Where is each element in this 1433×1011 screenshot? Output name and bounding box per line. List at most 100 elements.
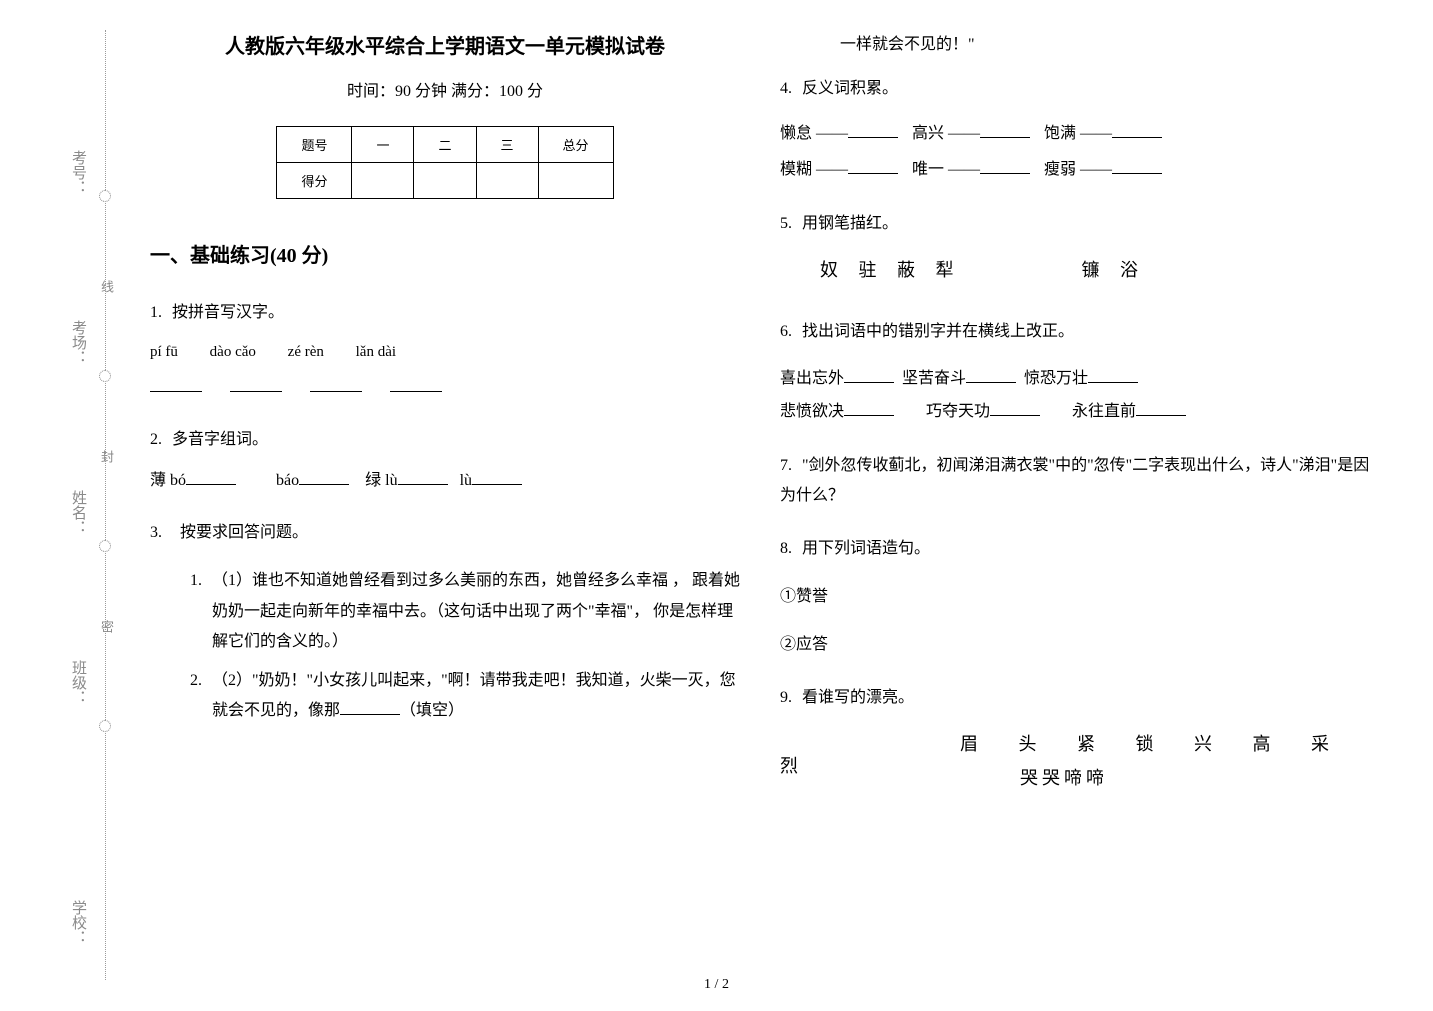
th-total: 总分 bbox=[538, 127, 613, 163]
score-table: 题号 一 二 三 总分 得分 bbox=[276, 126, 613, 199]
question-3: 3. 按要求回答问题。 1. （1）谁也不知道她曾经看到过多么美丽的东西，她曾经… bbox=[150, 518, 740, 726]
brush-chars-2: 镰 浴 bbox=[1082, 253, 1147, 287]
sep: —— bbox=[816, 161, 848, 178]
answer-blank bbox=[980, 158, 1030, 174]
antonym-word: 模糊 bbox=[780, 161, 812, 178]
th-label: 题号 bbox=[277, 127, 352, 163]
q-text: 多音字组词。 bbox=[172, 431, 268, 448]
answer-blank bbox=[980, 122, 1030, 138]
th-three: 三 bbox=[476, 127, 538, 163]
sub-question-2: 2. （2）"奶奶！"小女孩儿叫起来，"啊！请带我走吧！我知道，火柴一灭，您就会… bbox=[190, 666, 740, 727]
q-text: 按要求回答问题。 bbox=[180, 524, 308, 541]
sub-text: （1）谁也不知道她曾经看到过多么美丽的东西，她曾经多么幸福 ， 跟着她奶奶一起走… bbox=[212, 566, 740, 657]
q-number: 9. bbox=[780, 689, 792, 706]
sub-index: 1. bbox=[190, 566, 202, 657]
antonym-word: 懒怠 bbox=[780, 125, 812, 142]
th-two: 二 bbox=[414, 127, 476, 163]
calligraphy-line-2: 哭哭啼啼 bbox=[1020, 761, 1370, 795]
margin-char-secret: 密 bbox=[97, 620, 116, 633]
pinyin-item: lǎn dài bbox=[356, 338, 396, 367]
polyphone-c: 绿 lù bbox=[365, 472, 397, 489]
q-number: 8. bbox=[780, 540, 792, 557]
margin-char-seal: 封 bbox=[97, 450, 116, 463]
scissor-circle bbox=[99, 540, 111, 552]
answer-blank bbox=[340, 699, 400, 715]
td-blank bbox=[538, 163, 613, 199]
typo-word: 悲愤欲决 bbox=[780, 403, 844, 420]
q-text: 按拼音写汉字。 bbox=[172, 304, 284, 321]
margin-char-line: 线 bbox=[97, 280, 116, 293]
q-text: "剑外忽传收蓟北，初闻涕泪满衣裳"中的"忽传"二字表现出什么，诗人"涕泪"是因为… bbox=[780, 457, 1369, 504]
answer-blank bbox=[299, 469, 349, 485]
q-text: 看谁写的漂亮。 bbox=[802, 689, 914, 706]
table-row: 题号 一 二 三 总分 bbox=[277, 127, 613, 163]
td-blank bbox=[414, 163, 476, 199]
antonym-word: 唯一 bbox=[912, 161, 944, 178]
answer-blank bbox=[1088, 367, 1138, 383]
q-text: 反义词积累。 bbox=[802, 80, 898, 97]
page-number: 1 / 2 bbox=[704, 977, 729, 993]
antonym-word: 瘦弱 bbox=[1044, 161, 1076, 178]
question-2: 2. 多音字组词。 薄 bó báo 绿 lù lù bbox=[150, 425, 740, 496]
typo-word: 永往直前 bbox=[1072, 403, 1136, 420]
margin-label-class: 班级： bbox=[68, 660, 89, 705]
scissor-circle bbox=[99, 190, 111, 202]
q-text: 用钢笔描红。 bbox=[802, 215, 898, 232]
pinyin-item: pí fū bbox=[150, 338, 178, 367]
answer-blank bbox=[1112, 158, 1162, 174]
answer-blank bbox=[186, 469, 236, 485]
q-number: 6. bbox=[780, 323, 792, 340]
th-one: 一 bbox=[352, 127, 414, 163]
answer-blank bbox=[1112, 122, 1162, 138]
answer-blank bbox=[848, 122, 898, 138]
dotted-vertical-line bbox=[105, 30, 106, 980]
answer-blank bbox=[844, 400, 894, 416]
sub-text-a: （2）"奶奶！"小女孩儿叫起来，"啊！请带我走吧！我知道，火柴一灭，您就会不见的… bbox=[212, 672, 736, 719]
scissor-circle bbox=[99, 720, 111, 732]
exam-subtitle: 时间：90 分钟 满分：100 分 bbox=[150, 77, 740, 101]
q-number: 5. bbox=[780, 215, 792, 232]
td-blank bbox=[352, 163, 414, 199]
answer-blank bbox=[966, 367, 1016, 383]
calligraphy-line-1: 眉 头 紧 锁 兴 高 采 bbox=[960, 727, 1370, 761]
exam-title: 人教版六年级水平综合上学期语文一单元模拟试卷 bbox=[150, 30, 740, 59]
scissor-circle bbox=[99, 370, 111, 382]
column-right: 一样就会不见的！" 4. 反义词积累。 懒怠 —— 高兴 —— 饱满 —— 模糊… bbox=[780, 30, 1370, 809]
q-number: 2. bbox=[150, 431, 162, 448]
td-blank bbox=[476, 163, 538, 199]
margin-label-school: 学校： bbox=[68, 900, 89, 945]
pinyin-item: zé rèn bbox=[288, 338, 324, 367]
calligraphy-left: 烈 bbox=[780, 749, 798, 783]
antonym-word: 高兴 bbox=[912, 125, 944, 142]
polyphone-d: lù bbox=[460, 472, 472, 489]
margin-label-exam-id: 考号： bbox=[68, 150, 89, 195]
question-8: 8. 用下列词语造句。 ①赞誉 ②应答 bbox=[780, 534, 1370, 661]
sub-index: 2. bbox=[190, 666, 202, 727]
pinyin-item: dào cǎo bbox=[210, 338, 256, 367]
sub-text-b: （填空） bbox=[400, 702, 464, 719]
answer-blank bbox=[1136, 400, 1186, 416]
typo-word: 巧夺天功 bbox=[926, 403, 990, 420]
sentence-item-1: ①赞誉 bbox=[780, 582, 1370, 612]
answer-blank bbox=[398, 469, 448, 485]
antonym-word: 饱满 bbox=[1044, 125, 1076, 142]
q-number: 1. bbox=[150, 304, 162, 321]
typo-word: 坚苦奋斗 bbox=[902, 370, 966, 387]
sep: —— bbox=[948, 125, 980, 142]
table-row: 得分 bbox=[277, 163, 613, 199]
q3-continuation: 一样就会不见的！" bbox=[840, 30, 1370, 54]
answer-blank bbox=[472, 469, 522, 485]
td-score-label: 得分 bbox=[277, 163, 352, 199]
section-heading: 一、基础练习(40 分) bbox=[150, 239, 740, 268]
polyphone-a: 薄 bó bbox=[150, 472, 186, 489]
question-4: 4. 反义词积累。 懒怠 —— 高兴 —— 饱满 —— 模糊 —— 唯一 —— … bbox=[780, 74, 1370, 187]
question-7: 7. "剑外忽传收蓟北，初闻涕泪满衣裳"中的"忽传"二字表现出什么，诗人"涕泪"… bbox=[780, 451, 1370, 512]
typo-word: 惊恐万壮 bbox=[1024, 370, 1088, 387]
answer-blank bbox=[990, 400, 1040, 416]
main-content: 人教版六年级水平综合上学期语文一单元模拟试卷 时间：90 分钟 满分：100 分… bbox=[150, 30, 1410, 809]
answer-blank bbox=[848, 158, 898, 174]
q-number: 7. bbox=[780, 457, 792, 474]
sentence-item-2: ②应答 bbox=[780, 630, 1370, 660]
q-number: 4. bbox=[780, 80, 792, 97]
question-1: 1. 按拼音写汉字。 pí fū dào cǎo zé rèn lǎn dài bbox=[150, 298, 740, 403]
